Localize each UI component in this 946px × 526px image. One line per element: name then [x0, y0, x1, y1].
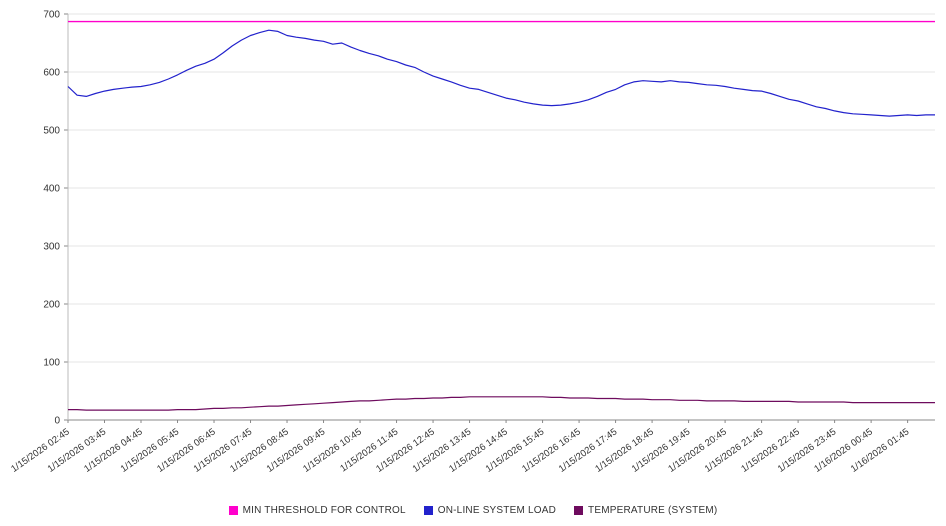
svg-text:700: 700	[43, 10, 60, 21]
svg-text:200: 200	[43, 300, 60, 311]
legend-item-temperature-system[interactable]: TEMPERATURE (SYSTEM)	[574, 505, 717, 516]
svg-text:400: 400	[43, 184, 60, 195]
legend-label-online-system-load: ON-LINE SYSTEM LOAD	[437, 505, 557, 516]
legend-label-temperature-system: TEMPERATURE (SYSTEM)	[588, 505, 718, 516]
svg-text:300: 300	[43, 242, 60, 253]
svg-text:100: 100	[43, 358, 60, 369]
svg-text:500: 500	[43, 126, 60, 137]
chart-legend: MIN THRESHOLD FOR CONTROL ON-LINE SYSTEM…	[0, 505, 946, 516]
legend-label-min-threshold: MIN THRESHOLD FOR CONTROL	[242, 505, 406, 516]
svg-text:0: 0	[54, 416, 60, 427]
legend-swatch-min-threshold-icon	[228, 506, 238, 515]
svg-text:600: 600	[43, 68, 60, 79]
legend-swatch-temperature-system-icon	[574, 506, 584, 515]
svg-text:1/15/2026 02:45: 1/15/2026 02:45	[9, 426, 72, 474]
legend-swatch-online-system-load-icon	[423, 506, 433, 515]
legend-item-online-system-load[interactable]: ON-LINE SYSTEM LOAD	[423, 505, 557, 516]
legend-item-min-threshold[interactable]: MIN THRESHOLD FOR CONTROL	[228, 505, 406, 516]
